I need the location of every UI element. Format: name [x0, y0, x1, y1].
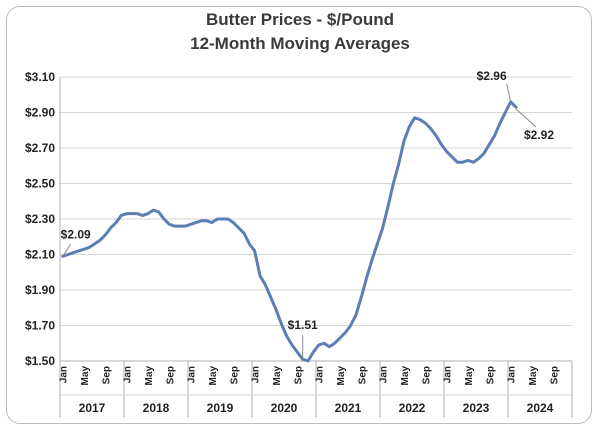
price-series-line	[61, 100, 518, 363]
x-tick-label: May	[272, 366, 283, 386]
year-label: 2017	[79, 401, 106, 415]
chart-subtitle: 12-Month Moving Averages	[190, 34, 410, 53]
x-tick-label: Sep	[421, 366, 432, 384]
year-label: 2023	[463, 401, 490, 415]
y-tick-labels: $1.50 $1.70 $1.90 $2.10 $2.30 $2.50 $2.70 $2.90…	[25, 70, 55, 368]
x-tick-label: Jan	[123, 366, 134, 383]
x-tick-label: May	[400, 366, 411, 386]
x-tick-label: Sep	[485, 366, 496, 384]
y-tick-label: $2.10	[25, 248, 55, 262]
y-tick-label: $3.10	[25, 70, 55, 84]
x-tick-label: Jan	[443, 366, 454, 383]
x-tick-labels: Jan May Sep Jan May Sep Jan May Sep Jan May Sep Jan M…	[59, 366, 561, 386]
x-tick-label: Jan	[187, 366, 198, 383]
annotation-label: $2.96	[477, 69, 507, 83]
annotation-leader	[506, 83, 512, 102]
x-tick-label: Sep	[165, 366, 176, 384]
year-label: 2024	[527, 401, 554, 415]
axes	[59, 77, 573, 418]
x-tick-label: Sep	[101, 366, 112, 384]
annotations: $2.09 $1.51 $2.96 $2.92	[61, 69, 554, 360]
x-tick-label: Jan	[251, 366, 262, 383]
x-tick-label: Sep	[229, 366, 240, 384]
chart-title: Butter Prices - $/Pound	[206, 10, 394, 29]
year-label: 2020	[271, 401, 298, 415]
year-labels: 2017 2018 2019 2020 2021 2022 2023 2024	[79, 401, 554, 415]
year-label: 2022	[399, 401, 426, 415]
x-tick-label: May	[464, 366, 475, 386]
series-layer	[61, 100, 518, 363]
year-label: 2021	[335, 401, 362, 415]
x-tick-label: May	[208, 366, 219, 386]
annotation-leader	[515, 108, 537, 128]
y-tick-label: $1.70	[25, 319, 55, 333]
x-tick-label: Sep	[293, 366, 304, 384]
year-label: 2018	[143, 401, 170, 415]
x-tick-label: May	[336, 366, 347, 386]
x-tick-label: Jan	[59, 366, 70, 383]
x-tick-label: May	[528, 366, 539, 386]
gridlines	[60, 76, 572, 326]
x-tick-label: May	[80, 366, 91, 386]
annotation-leader	[62, 243, 72, 257]
x-tick-label: May	[144, 366, 155, 386]
x-tick-label: Jan	[507, 366, 518, 383]
y-tick-label: $1.90	[25, 283, 55, 297]
x-tick-label: Jan	[379, 366, 390, 383]
y-tick-label: $2.30	[25, 212, 55, 226]
y-tick-label: $1.50	[25, 354, 55, 368]
x-tick-label: Sep	[357, 366, 368, 384]
y-tick-label: $2.50	[25, 177, 55, 191]
x-tick-label: Sep	[549, 366, 560, 384]
annotation-label: $2.92	[524, 128, 554, 142]
year-label: 2019	[207, 401, 234, 415]
y-tick-label: $2.90	[25, 106, 55, 120]
y-tick-label: $2.70	[25, 141, 55, 155]
annotation-label: $2.09	[61, 227, 91, 241]
annotation-label: $1.51	[288, 318, 318, 332]
x-tick-label: Jan	[315, 366, 326, 383]
